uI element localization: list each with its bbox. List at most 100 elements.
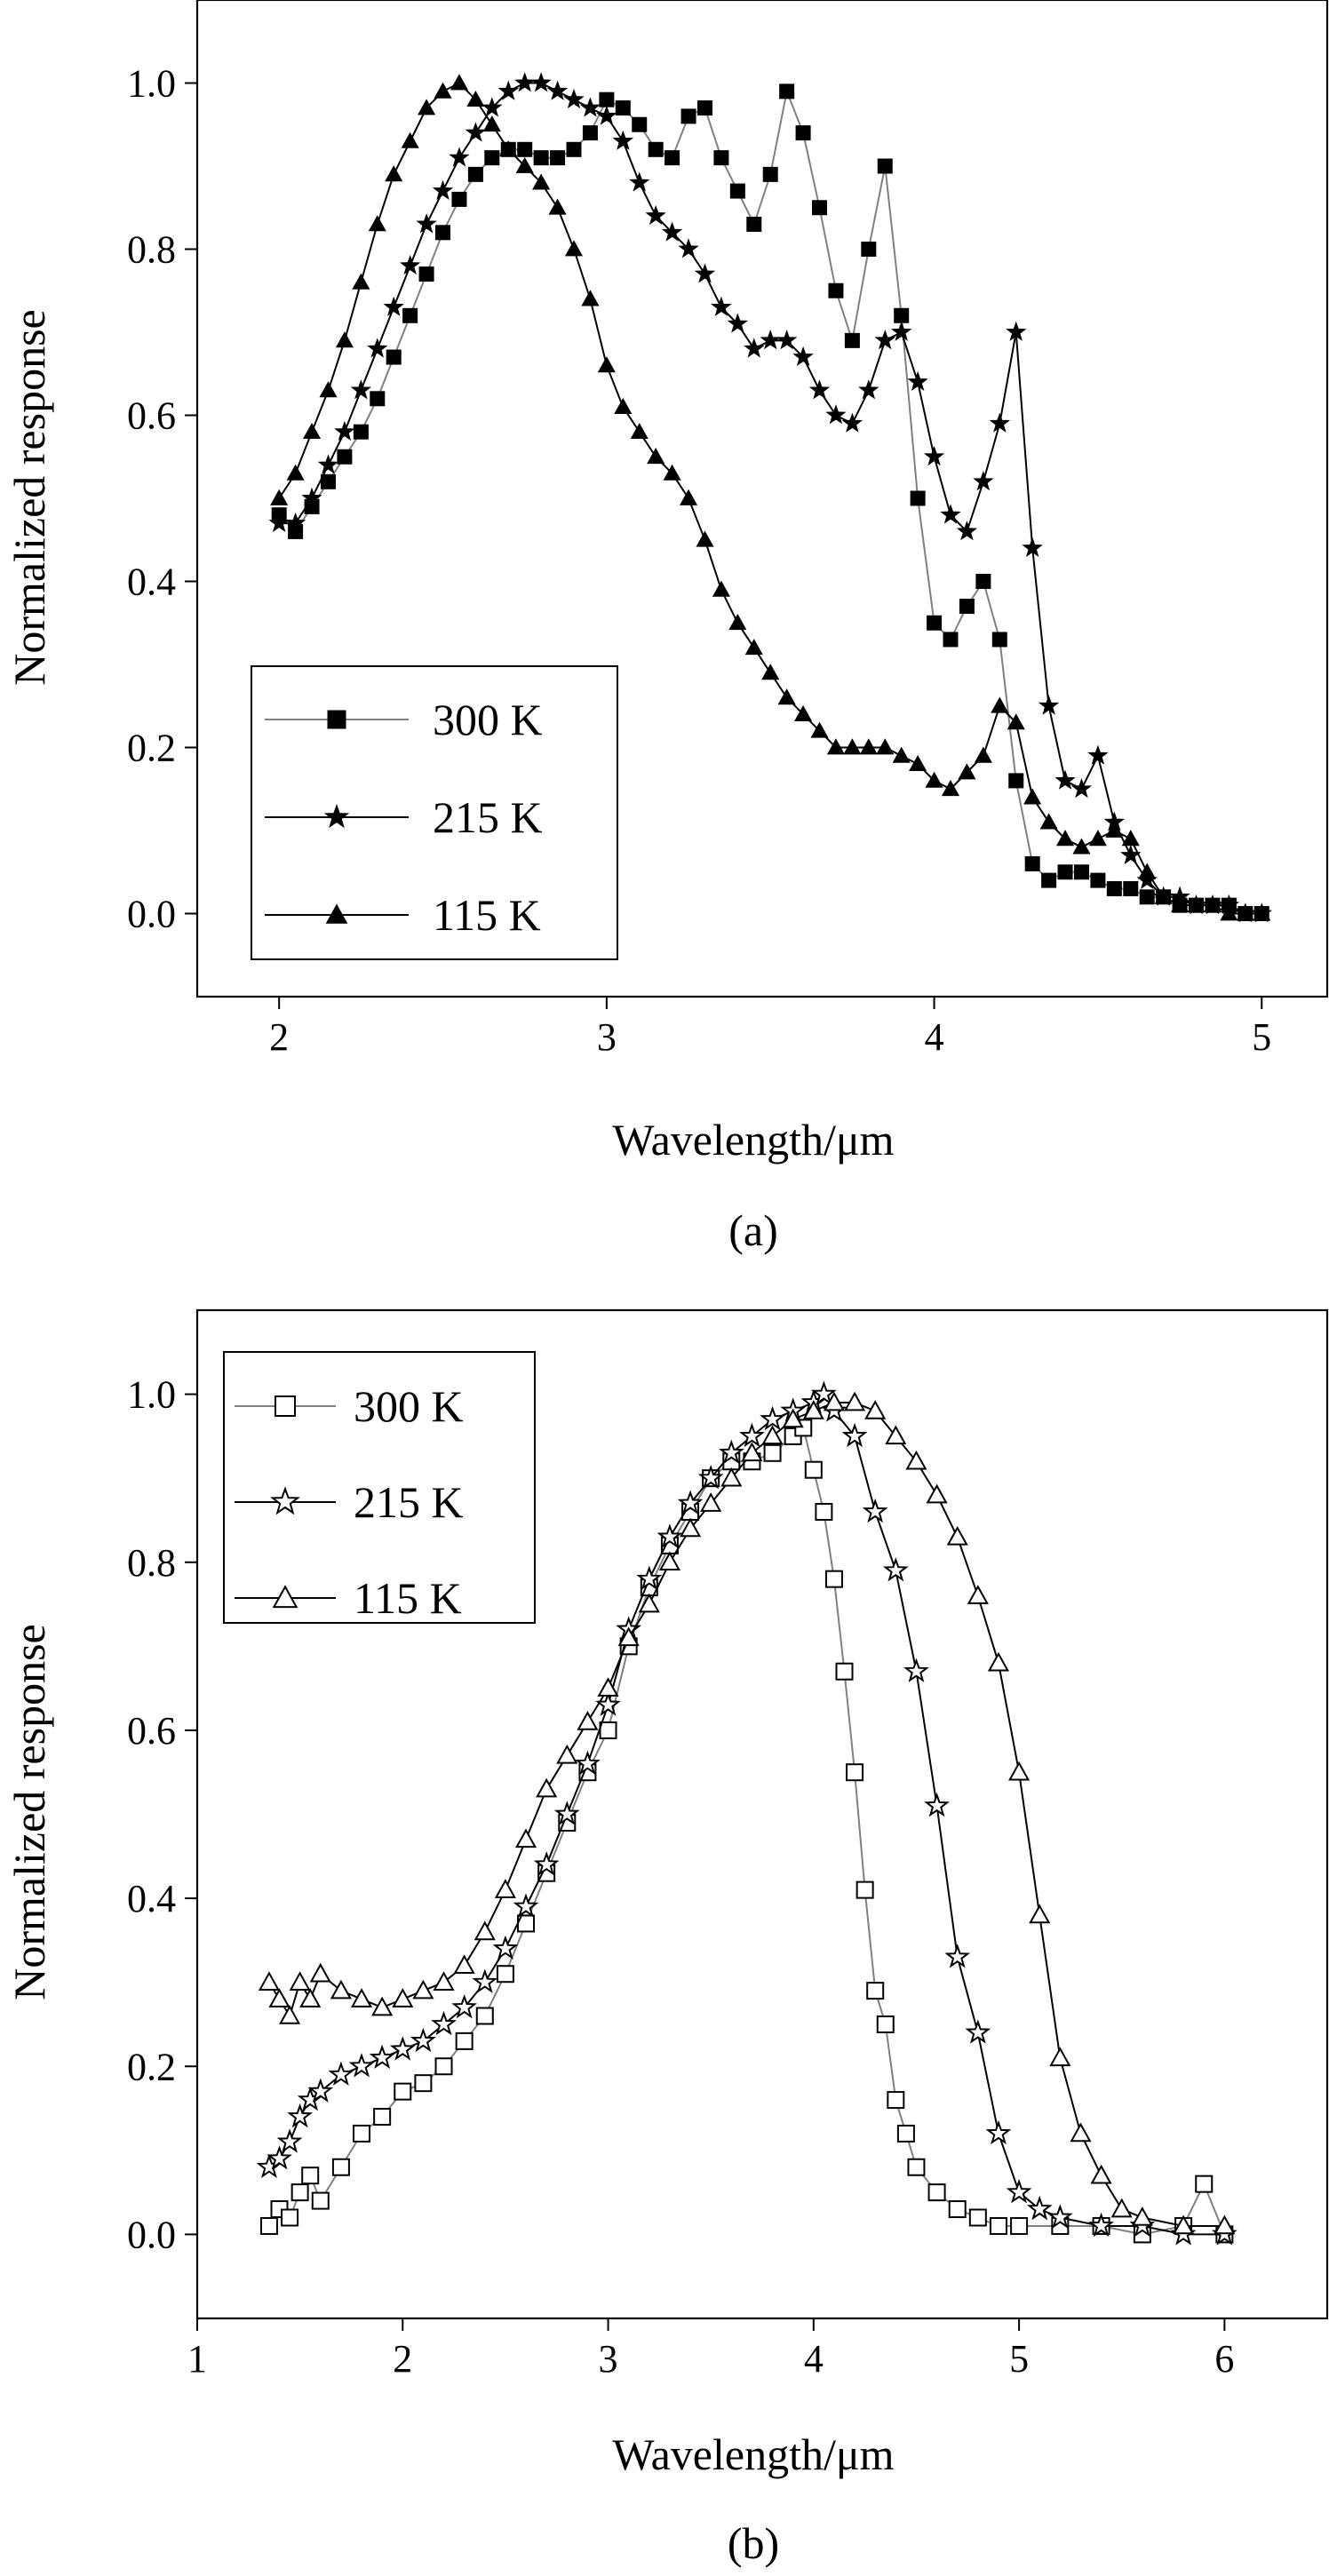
data-point bbox=[597, 356, 616, 373]
data-point bbox=[466, 90, 485, 107]
data-point bbox=[1029, 1904, 1051, 1924]
data-point bbox=[795, 125, 811, 141]
data-point bbox=[1090, 872, 1106, 888]
data-point bbox=[711, 296, 732, 316]
data-point bbox=[1214, 2214, 1236, 2235]
data-point bbox=[720, 1467, 743, 1487]
data-point bbox=[392, 1988, 414, 2008]
data-point bbox=[1088, 2212, 1115, 2238]
data-point bbox=[804, 1460, 823, 1479]
legend-marker bbox=[270, 1486, 300, 1515]
data-point bbox=[615, 100, 631, 116]
data-point bbox=[416, 213, 437, 234]
x-axis-label-a: Wavelength/μm bbox=[612, 1115, 894, 1165]
data-point bbox=[1220, 904, 1238, 921]
data-point bbox=[401, 131, 419, 148]
data-point bbox=[412, 1979, 434, 2000]
legend-label: 115 K bbox=[354, 1573, 462, 1623]
data-point bbox=[353, 424, 369, 440]
data-point bbox=[1055, 830, 1075, 847]
data-point bbox=[1131, 2206, 1153, 2226]
data-point bbox=[563, 88, 585, 109]
data-point bbox=[907, 370, 928, 391]
data-point bbox=[636, 1565, 663, 1590]
y-tick-label: 0.2 bbox=[127, 727, 176, 770]
data-point bbox=[385, 165, 403, 182]
legend-label: 300 K bbox=[433, 695, 543, 744]
data-point bbox=[1203, 895, 1222, 913]
data-point bbox=[944, 1944, 971, 1968]
data-point bbox=[1038, 695, 1060, 715]
data-point bbox=[481, 97, 503, 117]
legend-label: 215 K bbox=[354, 1477, 464, 1527]
data-point bbox=[474, 1920, 496, 1941]
data-point bbox=[371, 1996, 394, 2016]
data-point bbox=[1171, 895, 1190, 913]
x-tick-label: 3 bbox=[597, 1015, 617, 1059]
data-point bbox=[718, 1439, 744, 1465]
data-point bbox=[802, 1400, 824, 1419]
data-point bbox=[843, 738, 862, 755]
data-point bbox=[885, 1425, 907, 1445]
data-point bbox=[492, 1935, 519, 1960]
data-point bbox=[815, 1503, 833, 1521]
data-point bbox=[530, 72, 552, 92]
plot-frame-b bbox=[195, 1308, 1329, 2320]
data-point bbox=[1253, 904, 1271, 921]
data-point bbox=[577, 1711, 599, 1730]
y-tick-label: 0.4 bbox=[127, 561, 176, 604]
data-point bbox=[924, 1792, 950, 1817]
data-point bbox=[927, 2183, 946, 2202]
data-point bbox=[779, 83, 795, 99]
data-point bbox=[887, 2091, 905, 2110]
y-tick-label: 0.0 bbox=[127, 2213, 176, 2256]
data-point bbox=[1026, 2195, 1053, 2221]
data-point bbox=[494, 1879, 516, 1898]
data-point bbox=[943, 632, 959, 648]
data-point bbox=[677, 1490, 704, 1515]
data-point bbox=[629, 171, 650, 192]
data-point bbox=[353, 2124, 371, 2143]
data-point bbox=[1006, 2179, 1032, 2204]
series-group-a bbox=[268, 72, 1272, 923]
x-tick-label: 5 bbox=[1252, 1015, 1271, 1059]
data-point bbox=[859, 738, 878, 755]
data-point bbox=[739, 1422, 765, 1448]
data-point bbox=[729, 183, 745, 199]
data-point bbox=[307, 2078, 334, 2103]
data-point bbox=[823, 1391, 845, 1411]
data-point bbox=[909, 754, 927, 772]
data-point bbox=[991, 696, 1009, 713]
data-point bbox=[337, 449, 353, 465]
data-point bbox=[276, 2128, 303, 2153]
x-tick-label: 6 bbox=[1214, 2337, 1234, 2381]
data-point bbox=[874, 330, 895, 350]
plot-frame-a bbox=[195, 0, 1329, 998]
data-point bbox=[497, 80, 519, 100]
data-point bbox=[453, 1954, 475, 1975]
data-point bbox=[599, 1721, 617, 1739]
data-point bbox=[946, 1525, 968, 1546]
data-point bbox=[989, 2216, 1007, 2235]
data-point bbox=[320, 473, 336, 489]
data-point bbox=[761, 664, 780, 680]
data-point bbox=[808, 379, 831, 400]
data-point bbox=[434, 2057, 453, 2076]
data-point bbox=[289, 1971, 311, 1991]
data-point bbox=[841, 1422, 868, 1448]
data-point bbox=[432, 179, 454, 200]
data-point bbox=[763, 1443, 782, 1462]
data-point bbox=[657, 1523, 683, 1548]
data-point bbox=[335, 331, 354, 348]
data-point bbox=[286, 464, 305, 481]
data-point bbox=[975, 574, 991, 589]
data-point bbox=[956, 521, 978, 541]
data-point bbox=[1023, 788, 1042, 805]
data-point bbox=[1007, 713, 1025, 730]
data-point bbox=[925, 771, 943, 788]
data-point bbox=[630, 422, 649, 440]
data-point bbox=[536, 1777, 558, 1798]
data-point bbox=[394, 2082, 412, 2101]
data-point bbox=[267, 2145, 292, 2170]
legend-marker bbox=[275, 1395, 296, 1417]
